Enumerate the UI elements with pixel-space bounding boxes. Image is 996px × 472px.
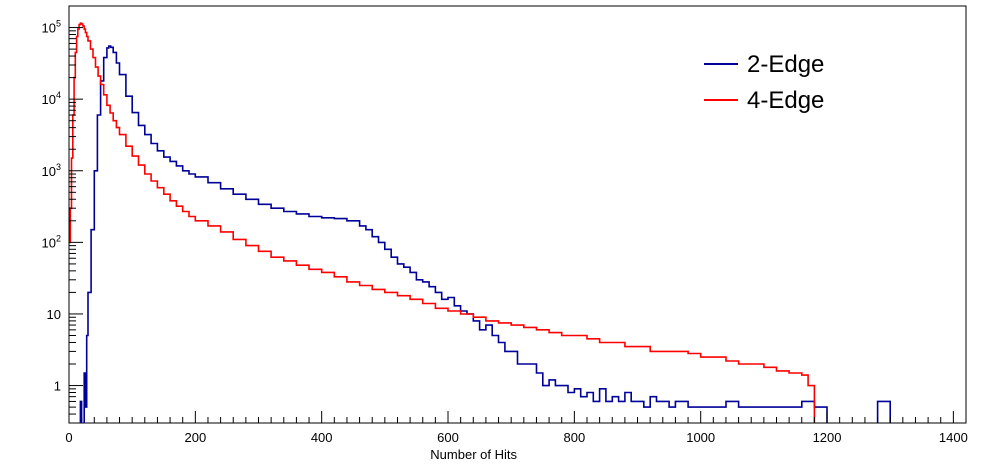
y-tick-label: 103 (42, 162, 61, 179)
x-axis-label: Number of Hits (430, 447, 517, 462)
x-tick-label: 1200 (813, 430, 842, 445)
series-layer (69, 22, 891, 423)
legend: 2-Edge 4-Edge (704, 51, 824, 114)
series-line-two-edge (79, 45, 891, 423)
x-tick-label: 600 (437, 430, 459, 445)
y-tick-label: 1 (54, 379, 61, 394)
x-tick-label: 1400 (939, 430, 968, 445)
x-axis: 0 200 400 600 800 1000 1200 1400 (65, 411, 968, 445)
plot-frame (68, 5, 967, 424)
y-tick-label: 10 (47, 307, 61, 322)
legend-label: 2-Edge (747, 51, 824, 78)
x-tick-label: 200 (184, 430, 206, 445)
legend-label: 4-Edge (747, 87, 824, 114)
y-tick-label: 102 (42, 233, 61, 250)
x-tick-label: 800 (564, 430, 586, 445)
y-tick-label: 104 (42, 90, 61, 107)
series-line-four-edge (69, 22, 816, 423)
x-tick-label: 400 (311, 430, 333, 445)
y-tick-label: 105 (42, 19, 61, 36)
y-axis: 1 10 102 103 104 105 (42, 5, 83, 424)
x-tick-label: 1000 (686, 430, 715, 445)
x-tick-label: 0 (65, 430, 72, 445)
